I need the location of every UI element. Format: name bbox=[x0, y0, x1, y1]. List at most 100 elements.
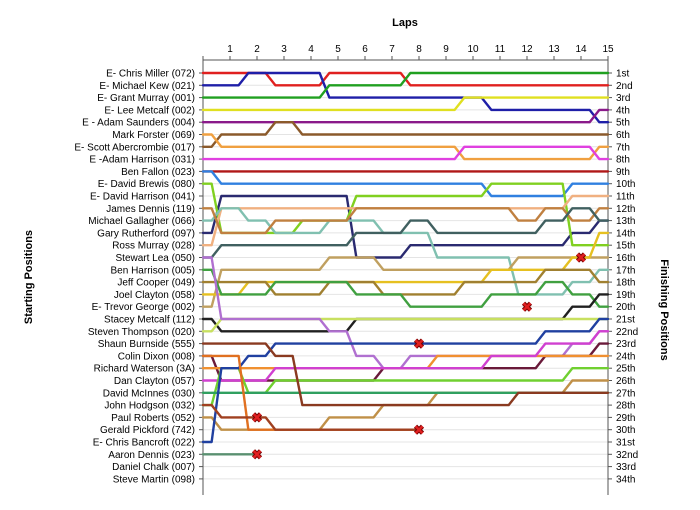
starting-label: Gary Rutherford (097) bbox=[97, 228, 195, 239]
finishing-label: 12th bbox=[616, 204, 635, 215]
starting-label: Paul Roberts (052) bbox=[111, 413, 195, 424]
starting-label: E- Trevor George (002) bbox=[92, 302, 195, 313]
starting-label: Joel Clayton (058) bbox=[114, 290, 195, 301]
lap-label: 10 bbox=[467, 44, 479, 55]
series-line bbox=[201, 367, 610, 407]
starting-label: Dan Clayton (057) bbox=[114, 376, 195, 387]
starting-label: E- Grant Murray (001) bbox=[97, 93, 195, 104]
finishing-label: 33rd bbox=[616, 462, 636, 473]
series-line bbox=[201, 256, 610, 308]
marker-stroke bbox=[252, 413, 262, 422]
finishing-label: 19th bbox=[616, 290, 635, 301]
retirement-marker bbox=[521, 301, 533, 312]
finishing-label: 4th bbox=[616, 105, 630, 116]
starting-label: Ross Murray (028) bbox=[112, 241, 195, 252]
retirement-markers bbox=[251, 252, 587, 460]
series-line bbox=[201, 403, 421, 431]
series-line bbox=[201, 121, 610, 148]
retirement-marker bbox=[413, 338, 425, 349]
lap-label: 15 bbox=[602, 44, 614, 55]
lap-label: 1 bbox=[227, 44, 233, 55]
y-axis-title-right: Finishing Positions bbox=[658, 259, 670, 360]
finishing-position-labels: 1st2nd3rd4th5th6th7th8th9th10th11th12th1… bbox=[616, 69, 638, 486]
series-line bbox=[201, 145, 610, 161]
starting-label: E -Adam Harrison (031) bbox=[89, 155, 195, 166]
starting-label: Mark Forster (069) bbox=[112, 130, 195, 141]
series-line bbox=[201, 133, 610, 161]
starting-label: E- Chris Miller (072) bbox=[106, 69, 195, 80]
retirement-marker bbox=[575, 252, 587, 263]
finishing-label: 32nd bbox=[616, 450, 638, 461]
starting-label: John Hodgson (032) bbox=[104, 401, 195, 412]
series-line bbox=[201, 231, 610, 296]
series-line bbox=[201, 71, 610, 124]
starting-label: Steve Martin (098) bbox=[113, 474, 195, 485]
y-axis-title-left: Starting Positions bbox=[23, 230, 35, 324]
finishing-label: 26th bbox=[616, 376, 635, 387]
marker-stroke bbox=[414, 339, 424, 348]
series-line bbox=[201, 182, 610, 247]
series-line bbox=[201, 317, 610, 333]
series-line bbox=[201, 268, 610, 308]
plot-frame bbox=[202, 59, 609, 495]
starting-label: Stewart Lea (050) bbox=[116, 253, 196, 264]
series-line bbox=[201, 71, 610, 99]
lap-label: 4 bbox=[308, 44, 314, 55]
finishing-label: 16th bbox=[616, 253, 635, 264]
starting-position-labels: E- Chris Miller (072)E- Michael Kew (021… bbox=[74, 69, 195, 486]
finishing-label: 5th bbox=[616, 118, 630, 129]
finishing-label: 30th bbox=[616, 425, 635, 436]
starting-label: E- Michael Kew (021) bbox=[99, 81, 195, 92]
finishing-label: 17th bbox=[616, 265, 635, 276]
starting-label: Aaron Dennis (023) bbox=[108, 450, 195, 461]
series-line bbox=[201, 330, 610, 382]
x-axis-title: Laps bbox=[392, 17, 418, 29]
starting-label: Daniel Chalk (007) bbox=[112, 462, 195, 473]
starting-label: E- David Harrison (041) bbox=[90, 192, 195, 203]
finishing-label: 1st bbox=[616, 69, 630, 80]
lap-label: 7 bbox=[389, 44, 395, 55]
finishing-label: 31st bbox=[616, 438, 635, 449]
series-line bbox=[201, 96, 610, 112]
lap-label: 11 bbox=[495, 44, 506, 55]
series-line bbox=[201, 108, 610, 124]
series-lines bbox=[201, 71, 610, 456]
starting-label: E - Adam Saunders (004) bbox=[82, 118, 195, 129]
lap-tick-labels: 1 2 3 4 5 6 7 8 9 10 11 12 13 14 15 bbox=[227, 44, 614, 55]
starting-label: Shaun Burnside (555) bbox=[98, 339, 195, 350]
starting-label: Steven Thompson (020) bbox=[88, 327, 195, 338]
starting-label: E- David Brewis (080) bbox=[98, 179, 195, 190]
starting-label: E- Scott Abercrombie (017) bbox=[74, 142, 195, 153]
finishing-label: 6th bbox=[616, 130, 630, 141]
finishing-label: 2nd bbox=[616, 81, 633, 92]
finishing-label: 29th bbox=[616, 413, 635, 424]
lap-label: 14 bbox=[575, 44, 587, 55]
starting-label: E- Chris Bancroft (022) bbox=[93, 438, 195, 449]
starting-label: Stacey Metcalf (112) bbox=[104, 315, 195, 326]
finishing-label: 21st bbox=[616, 315, 635, 326]
finishing-label: 34th bbox=[616, 474, 635, 485]
finishing-label: 3rd bbox=[616, 93, 630, 104]
finishing-label: 18th bbox=[616, 278, 635, 289]
finishing-label: 25th bbox=[616, 364, 635, 375]
finishing-label: 22nd bbox=[616, 327, 638, 338]
starting-label: Gerald Pickford (742) bbox=[100, 425, 195, 436]
starting-label: E- Lee Metcalf (002) bbox=[104, 105, 195, 116]
retirement-marker bbox=[413, 424, 425, 435]
starting-label: Ben Fallon (023) bbox=[121, 167, 195, 178]
lap-label: 8 bbox=[416, 44, 422, 55]
retirement-marker bbox=[251, 412, 263, 423]
finishing-label: 28th bbox=[616, 401, 635, 412]
marker-stroke bbox=[522, 302, 532, 312]
lap-label: 3 bbox=[281, 44, 287, 55]
lap-label: 12 bbox=[521, 44, 533, 55]
starting-label: Ben Harrison (005) bbox=[111, 265, 195, 276]
series-line bbox=[201, 342, 610, 407]
finishing-label: 10th bbox=[616, 179, 635, 190]
finishing-label: 13th bbox=[616, 216, 635, 227]
retirement-marker bbox=[251, 449, 263, 460]
finishing-label: 7th bbox=[616, 142, 630, 153]
series-line bbox=[201, 170, 610, 198]
marker-stroke bbox=[576, 253, 586, 262]
